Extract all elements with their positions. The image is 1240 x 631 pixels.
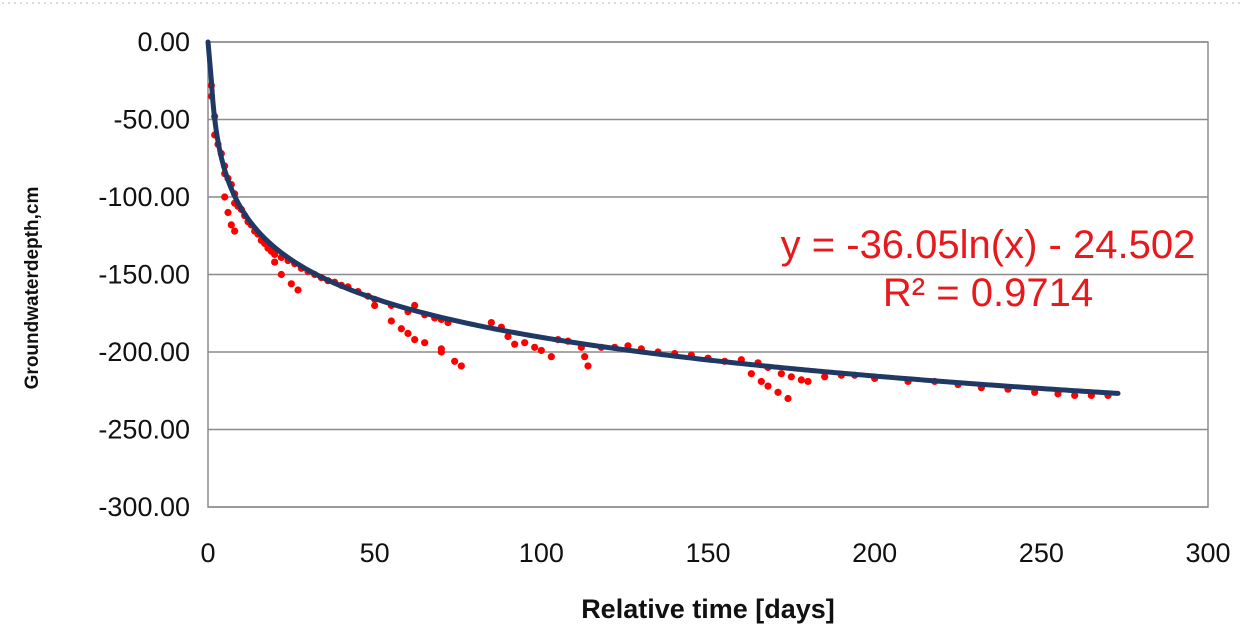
data-point <box>411 336 419 344</box>
data-point <box>531 343 539 351</box>
y-tick-label: 0.00 <box>137 27 190 57</box>
data-point <box>411 301 419 310</box>
data-point <box>457 362 465 370</box>
data-point <box>764 382 772 390</box>
y-tick-label: -50.00 <box>113 105 190 135</box>
y-tick-label: -150.00 <box>98 260 190 290</box>
data-point <box>287 280 295 288</box>
x-tick-label: 200 <box>852 538 897 568</box>
data-point <box>774 388 782 396</box>
data-point <box>511 340 519 348</box>
x-tick-label: 100 <box>519 538 564 568</box>
data-point <box>777 370 785 378</box>
data-point <box>797 376 805 384</box>
data-point <box>437 348 445 356</box>
decorative-top-border <box>0 0 1240 8</box>
data-point <box>821 373 829 381</box>
x-tick-label: 300 <box>1185 538 1230 568</box>
data-point <box>221 193 229 201</box>
y-tick-label: -300.00 <box>98 492 190 522</box>
data-point <box>271 258 279 266</box>
y-axis: 0.00 -50.00 -100.00 -150.00 -200.00 -250.00 -3… <box>98 27 190 522</box>
data-point <box>387 317 395 325</box>
y-tick-label: -250.00 <box>98 415 190 445</box>
data-point <box>521 339 529 347</box>
trendline-equation: y = -36.05ln(x) - 24.502 <box>781 223 1196 267</box>
data-point <box>421 339 429 347</box>
data-point <box>487 318 495 327</box>
data-point <box>787 373 795 381</box>
data-point <box>451 357 459 365</box>
data-point <box>1071 391 1079 399</box>
data-point <box>227 221 235 229</box>
data-point <box>581 353 589 361</box>
data-point <box>277 270 285 279</box>
data-point <box>231 227 239 235</box>
data-point <box>224 208 232 217</box>
data-point <box>757 377 765 386</box>
data-point <box>804 377 812 386</box>
x-tick-label: 150 <box>685 538 730 568</box>
x-tick-label: 250 <box>1019 538 1064 568</box>
data-point <box>271 250 279 258</box>
y-tick-label: -100.00 <box>98 182 190 212</box>
data-point <box>547 353 555 361</box>
data-point <box>784 394 792 403</box>
data-point <box>294 286 302 294</box>
data-point <box>537 346 545 355</box>
x-axis: 0 50 100 150 200 250 300 <box>200 538 1230 568</box>
data-point <box>404 329 412 337</box>
x-tick-label: 50 <box>360 538 390 568</box>
x-tick-label: 0 <box>200 538 215 568</box>
data-point <box>397 325 405 333</box>
x-axis-label: Relative time [days] <box>581 594 835 624</box>
trend-line <box>205 39 1121 396</box>
data-point <box>371 301 379 310</box>
data-point <box>584 362 592 370</box>
y-tick-label: -200.00 <box>98 337 190 367</box>
plot-area-frame <box>207 41 1209 508</box>
trendline-r-squared: R² = 0.9714 <box>883 271 1093 315</box>
data-point <box>504 332 512 341</box>
y-axis-label: Groundwaterdepth,cm <box>22 187 43 390</box>
data-point <box>747 370 755 378</box>
